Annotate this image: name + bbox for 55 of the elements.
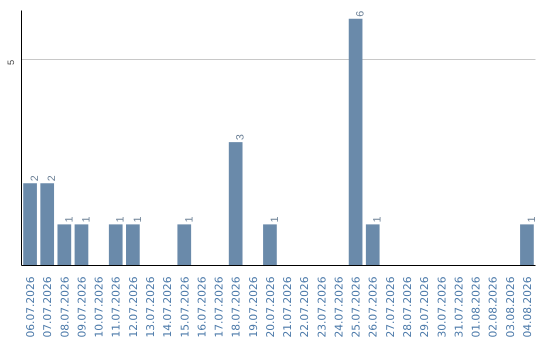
bar <box>520 224 534 266</box>
data-label: 6 <box>354 10 367 17</box>
x-tick-label: 10.07.2026 <box>92 276 106 338</box>
x-tick-label: 27.07.2026 <box>384 276 397 338</box>
data-label: 1 <box>526 216 538 222</box>
x-tick-label: 22.07.2026 <box>298 276 312 338</box>
data-label: 3 <box>234 134 247 140</box>
x-tick-label: 20.07.2026 <box>264 276 277 338</box>
data-label: 1 <box>268 216 281 222</box>
x-tick-label: 14.07.2026 <box>161 276 174 338</box>
bar <box>108 224 123 266</box>
bar <box>348 18 362 266</box>
x-tick-label: 12.07.2026 <box>126 276 140 338</box>
x-tick-label: 31.07.2026 <box>452 276 466 338</box>
y-tick-label: 5 <box>6 60 16 66</box>
x-tick-label: 24.07.2026 <box>332 276 346 338</box>
x-tick-label: 01.08.2026 <box>470 276 483 338</box>
data-label: 1 <box>80 216 92 222</box>
x-tick-label: 19.07.2026 <box>246 276 260 338</box>
data-label: 1 <box>183 216 196 222</box>
x-tick-label: 18.07.2026 <box>230 276 243 338</box>
data-label: 2 <box>46 175 58 182</box>
data-label: 2 <box>29 175 42 182</box>
x-tick-label: 16.07.2026 <box>195 276 208 338</box>
data-label: 1 <box>63 216 76 222</box>
x-tick-label: 21.07.2026 <box>281 276 294 338</box>
x-tick-label: 09.07.2026 <box>75 276 88 338</box>
bar <box>228 142 243 266</box>
x-tick-label: 06.07.2026 <box>24 276 38 338</box>
x-tick-label: 07.07.2026 <box>41 276 54 338</box>
bar <box>263 224 277 266</box>
bar <box>126 224 140 266</box>
x-tick-label: 23.07.2026 <box>315 276 328 338</box>
x-tick-label: 04.08.2026 <box>520 276 534 338</box>
x-tick-label: 03.08.2026 <box>504 276 517 338</box>
x-tick-label: 02.08.2026 <box>486 276 500 338</box>
x-tick-label: 13.07.2026 <box>144 276 157 338</box>
bar <box>366 224 380 266</box>
x-tick-label: 29.07.2026 <box>418 276 432 338</box>
x-tick-label: 25.07.2026 <box>350 276 363 338</box>
x-tick-label: 08.07.2026 <box>58 276 72 338</box>
bar <box>40 183 54 266</box>
x-tick-label: 15.07.2026 <box>178 276 192 338</box>
x-tick-label: 11.07.2026 <box>110 276 123 338</box>
x-tick-label: 17.07.2026 <box>212 276 226 338</box>
bar <box>23 183 37 266</box>
bar <box>177 224 192 266</box>
x-tick-label: 26.07.2026 <box>366 276 380 338</box>
x-tick-label: 30.07.2026 <box>435 276 448 338</box>
x-tick-label: 28.07.2026 <box>401 276 414 338</box>
bar <box>57 224 72 266</box>
data-label: 1 <box>372 216 384 222</box>
data-label: 1 <box>132 216 144 222</box>
bar <box>74 224 88 266</box>
data-label: 1 <box>114 216 127 222</box>
